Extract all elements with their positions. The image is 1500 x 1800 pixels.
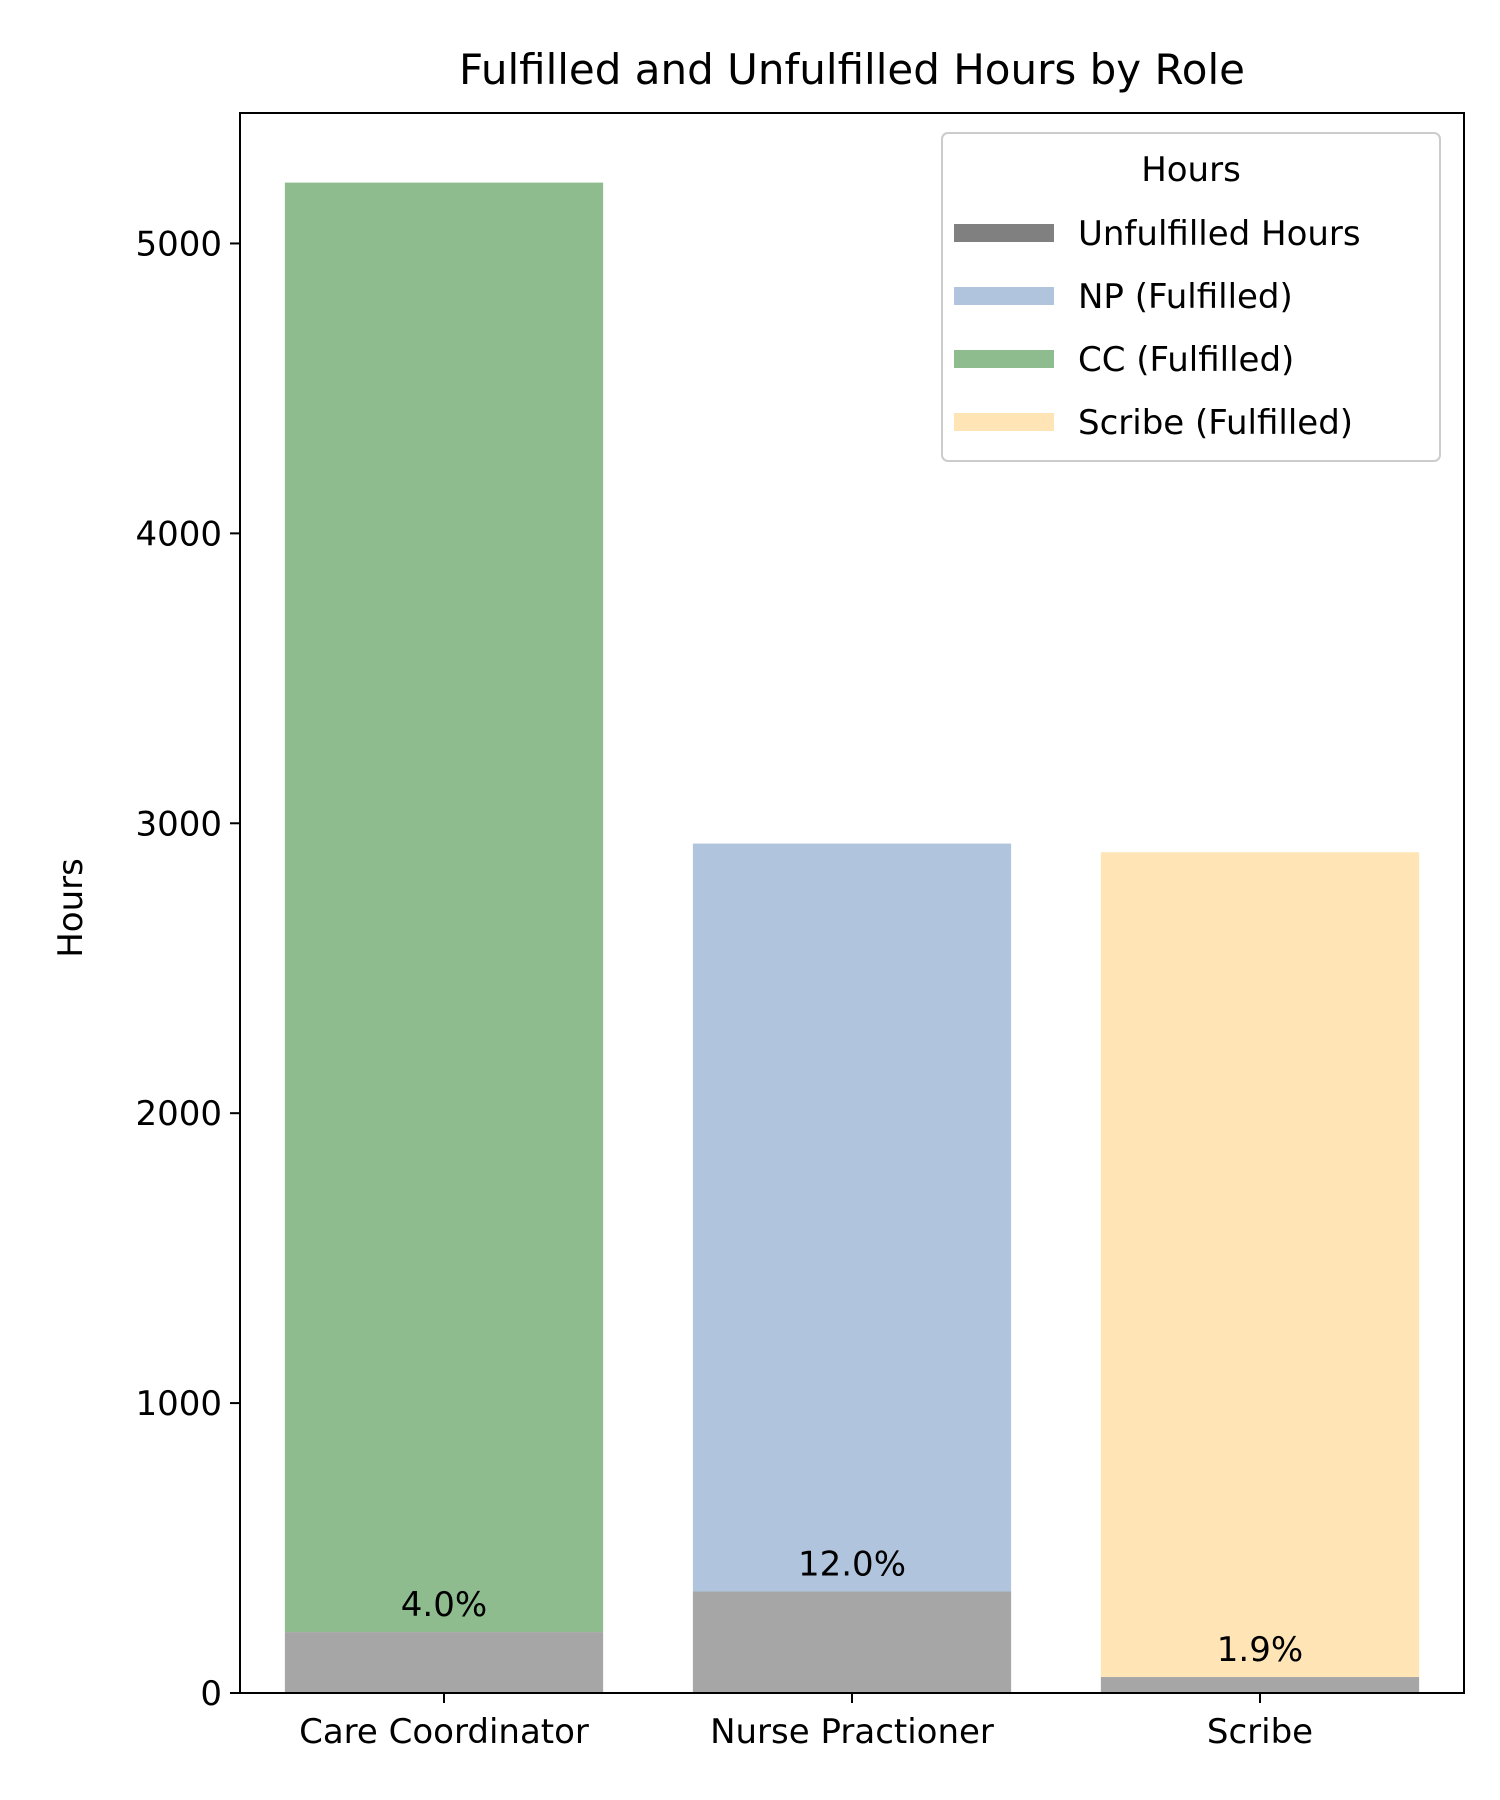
y-axis-ticks: 0 1000 2000 3000 4000 5000 [135,224,240,1714]
legend-swatch-2 [954,287,1054,305]
bars-group [284,182,1420,1693]
bar-fulfilled-3 [1100,852,1420,1678]
legend: Hours Unfulfilled Hours NP (Fulfilled) CC (… [941,132,1441,462]
x-tick-label-3: Scribe [1207,1712,1313,1752]
chart-title: Fulfilled and Unfulfilled Hours by Role [459,45,1245,94]
y-tick-label-3: 2000 [135,1094,222,1134]
legend-swatch-1 [954,224,1054,242]
legend-title: Hours [1141,150,1241,190]
legend-box [941,132,1441,462]
legend-label-2: NP (Fulfilled) [1078,277,1293,317]
bar-percent-label-3: 1.9% [1217,1630,1303,1670]
bar-unfulfilled-2 [692,1591,1012,1693]
legend-label-1: Unfulfilled Hours [1078,214,1361,254]
legend-label-4: Scribe (Fulfilled) [1078,403,1353,443]
legend-swatch-4 [954,413,1054,431]
x-tick-label-2: Nurse Practioner [710,1712,994,1752]
y-tick-label-6: 5000 [135,224,222,264]
y-axis-label: Hours [51,858,91,958]
legend-label-3: CC (Fulfilled) [1078,340,1294,380]
bar-fulfilled-2 [692,843,1012,1592]
y-tick-label-5: 4000 [135,514,222,554]
legend-swatch-3 [954,350,1054,368]
bar-fulfilled-1 [284,182,604,1633]
bar-unfulfilled-1 [284,1632,604,1693]
y-tick-label-2: 1000 [135,1384,222,1424]
plot-frame [239,112,1465,1694]
x-axis-ticks: Care Coordinator Nurse Practioner Scribe [299,1693,1313,1752]
bar-labels-group: 4.0% 12.0% 1.9% [401,1545,1303,1671]
bar-percent-label-2: 12.0% [798,1545,906,1585]
y-tick-label-1: 0 [200,1674,222,1714]
bar-unfulfilled-3 [1100,1677,1420,1693]
x-tick-label-1: Care Coordinator [299,1712,589,1752]
bar-percent-label-1: 4.0% [401,1585,487,1625]
y-tick-label-4: 3000 [135,804,222,844]
